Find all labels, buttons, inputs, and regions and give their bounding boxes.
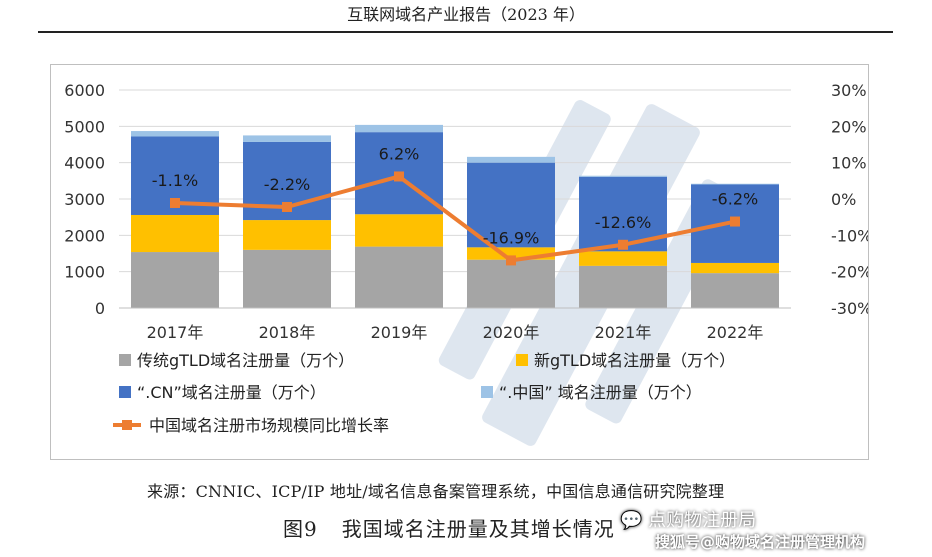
- bar-segment: [243, 220, 331, 250]
- x-tick-label: 2021年: [595, 323, 652, 342]
- growth-rate-data-label: -6.2%: [712, 190, 758, 209]
- bar-segment: [691, 262, 779, 274]
- growth-rate-data-label: -1.1%: [152, 171, 198, 190]
- bar-segment: [131, 252, 219, 308]
- bar-segment: [691, 183, 779, 185]
- watermark-account-text: 点购物注册局: [648, 510, 757, 531]
- growth-rate-data-label: -12.6%: [595, 213, 652, 232]
- bar-segment: [355, 124, 443, 133]
- x-tick-label: 2020年: [483, 323, 540, 342]
- growth-rate-line: [174, 174, 736, 263]
- y-left-tick-label: 2000: [64, 226, 105, 245]
- figure-number: 图9: [283, 517, 318, 541]
- legend-label: “.中国” 域名注册量（万个）: [499, 383, 702, 402]
- legend-swatch: [516, 354, 528, 366]
- bar-segment: [131, 214, 219, 253]
- y-left-tick-label: 4000: [64, 154, 105, 173]
- document-running-header: 互联网域名产业报告（2023 年）: [347, 5, 585, 24]
- growth-rate-marker: [394, 171, 404, 182]
- legend-label: 传统gTLD域名注册量（万个）: [137, 351, 354, 370]
- y-right-tick-label: 0%: [831, 190, 856, 209]
- wechat-bubbles-icon: 💬: [620, 510, 643, 531]
- y-right-tick-label: -30%: [831, 299, 868, 318]
- growth-rate-data-label: 6.2%: [379, 144, 420, 163]
- figure-title: 我国域名注册量及其增长情况: [341, 517, 615, 541]
- watermark-site: 搜狐号@购物域名注册管理机构: [655, 533, 866, 551]
- bar-segment: [467, 156, 555, 163]
- chart-frame: 0 1000 2000 3000 4000 5000 6000 -30% -20% -10% 0% 1…: [50, 64, 869, 460]
- legend-label: “.CN”域名注册量（万个）: [137, 383, 326, 402]
- bar-segment: [131, 131, 219, 137]
- growth-rate-marker: [282, 201, 292, 212]
- growth-rate-marker: [730, 216, 740, 227]
- bar-segment: [579, 265, 667, 308]
- y-left-tick-label: 1000: [64, 263, 105, 282]
- bar-segment: [243, 135, 331, 142]
- x-tick-label: 2018年: [259, 323, 316, 342]
- growth-rate-marker: [170, 197, 180, 208]
- legend-label: 新gTLD域名注册量（万个）: [534, 351, 735, 370]
- y-right-tick-label: 20%: [831, 117, 867, 136]
- bar-segment: [467, 162, 555, 248]
- growth-rate-data-label: -16.9%: [483, 228, 540, 247]
- bar-segment: [467, 259, 555, 308]
- bar-segment: [355, 246, 443, 308]
- legend-line-marker: [122, 420, 132, 430]
- watermark-account: 💬 点购物注册局: [620, 506, 756, 532]
- y-right-tick-label: -20%: [831, 263, 868, 282]
- y-left-tick-label: 0: [95, 299, 105, 318]
- legend-swatch: [119, 354, 131, 366]
- x-tick-label: 2019年: [371, 323, 428, 342]
- bar-segment: [579, 251, 667, 266]
- bar-segment: [691, 273, 779, 308]
- bar-segment: [579, 175, 667, 177]
- y-right-tick-label: -10%: [831, 226, 868, 245]
- legend-swatch: [119, 386, 131, 398]
- header-rule: [38, 31, 893, 33]
- figure-caption: 图9 我国域名注册量及其增长情况: [283, 513, 615, 542]
- y-right-tick-label: 30%: [831, 81, 867, 100]
- y-left-tick-label: 6000: [64, 81, 105, 100]
- legend-swatch: [481, 386, 493, 398]
- bar-segment: [243, 249, 331, 308]
- legend-label: 中国域名注册市场规模同比增长率: [149, 416, 389, 435]
- growth-rate-marker: [506, 255, 516, 266]
- y-left-tick-label: 5000: [64, 117, 105, 136]
- x-tick-label: 2017年: [147, 323, 204, 342]
- y-left-tick-label: 3000: [64, 190, 105, 209]
- bar-segment: [355, 214, 443, 247]
- domain-registration-chart: 0 1000 2000 3000 4000 5000 6000 -30% -20% -10% 0% 1…: [64, 81, 868, 446]
- source-note: 来源：CNNIC、ICP/IP 地址/域名信息备案管理系统，中国信息通信研究院整…: [147, 482, 725, 501]
- x-tick-label: 2022年: [707, 323, 764, 342]
- growth-rate-marker: [618, 239, 628, 250]
- y-right-tick-label: 10%: [831, 154, 867, 173]
- growth-rate-data-label: -2.2%: [264, 175, 310, 194]
